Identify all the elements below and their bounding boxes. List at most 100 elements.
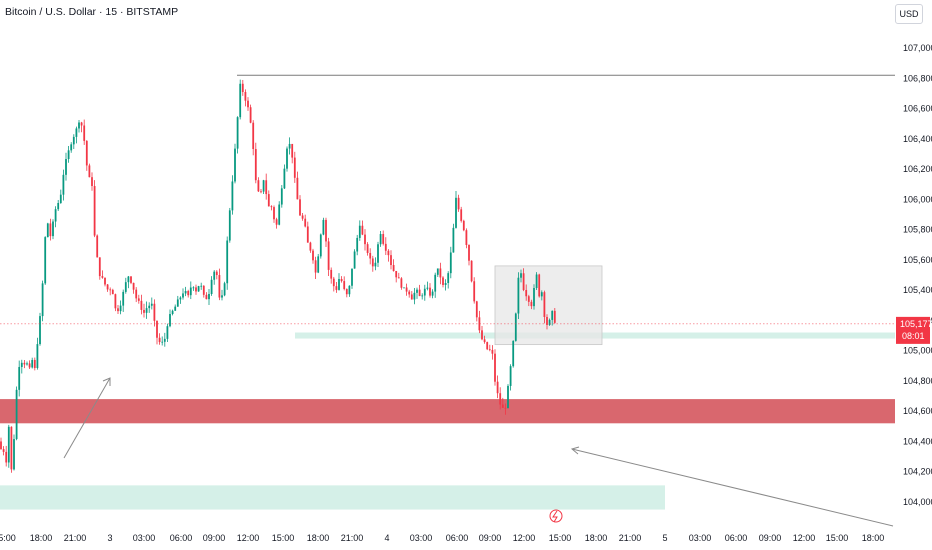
candle-body: [127, 276, 130, 283]
candle-body: [353, 251, 356, 269]
candle-body: [57, 202, 60, 210]
candle-body: [200, 285, 203, 287]
candle-body: [390, 255, 392, 266]
candle-body: [163, 338, 166, 342]
time-tick-label: 21:00: [341, 533, 364, 543]
candle-body: [343, 281, 346, 290]
candle-body: [447, 273, 450, 284]
candle-body: [421, 295, 424, 297]
candle-body: [403, 287, 405, 289]
candle-body: [241, 83, 244, 93]
candle-body: [405, 287, 408, 292]
candle-body: [132, 282, 135, 290]
candle-body: [15, 389, 18, 440]
candle-body: [444, 283, 447, 285]
candle-body: [210, 279, 213, 294]
candle-body: [418, 289, 421, 297]
candle-body: [70, 144, 73, 151]
candle-body: [145, 308, 148, 313]
candle-body: [205, 294, 208, 300]
candle-body: [49, 223, 52, 237]
candle-body: [254, 149, 257, 181]
candle-body: [104, 277, 106, 285]
price-tick-label: 105,400: [903, 285, 932, 295]
consolidation-box[interactable]: [494, 265, 603, 346]
candle-body: [548, 319, 551, 325]
candle-body: [2, 449, 5, 452]
candle-body: [379, 234, 382, 245]
candle-body: [496, 381, 499, 394]
time-tick-label: 09:00: [203, 533, 226, 543]
candle-body: [228, 210, 231, 241]
candle-body: [273, 207, 275, 220]
price-tick-label: 105,600: [903, 255, 932, 265]
candle-body: [114, 294, 117, 309]
candle-body: [20, 362, 23, 367]
candle-body: [364, 234, 366, 245]
event-marker-icon[interactable]: [549, 509, 563, 523]
time-tick-label: 06:00: [446, 533, 469, 543]
candle-body: [265, 180, 268, 195]
candle-body: [335, 286, 338, 290]
candle-body: [501, 404, 504, 408]
candle-body: [517, 277, 520, 314]
candle-body: [28, 363, 31, 368]
candle-body: [488, 349, 491, 351]
candle-body: [7, 426, 10, 463]
price-tick-label: 107,000: [903, 43, 932, 53]
time-tick-label: 4: [384, 533, 389, 543]
candle-body: [143, 309, 145, 313]
candle-body: [13, 439, 15, 470]
candle-body: [361, 225, 364, 235]
time-tick-label: 03:00: [410, 533, 433, 543]
candle-body: [41, 283, 44, 317]
time-tick-label: 15:00: [549, 533, 572, 543]
misc-layer: [549, 509, 563, 523]
candle-body: [67, 150, 70, 160]
time-tick-label: 18:00: [307, 533, 330, 543]
candle-body: [252, 122, 255, 150]
candle-body: [306, 226, 309, 243]
candle-body: [171, 310, 174, 315]
candle-body: [512, 340, 515, 367]
candle-body: [338, 278, 340, 290]
price-tick-label: 106,200: [903, 164, 932, 174]
candle-body: [5, 451, 8, 463]
candle-body: [33, 359, 36, 368]
candle-body: [83, 125, 86, 141]
demand-zone-green[interactable]: [0, 485, 665, 510]
candle-body: [494, 353, 496, 382]
candle-body: [124, 282, 127, 292]
candle-body: [543, 292, 546, 317]
candle-body: [39, 316, 41, 345]
candle-body: [436, 268, 439, 275]
candle-body: [452, 227, 455, 253]
candle-body: [530, 301, 533, 307]
candle-body: [317, 256, 320, 273]
currency-button[interactable]: USD: [895, 4, 923, 24]
time-tick-label: 06:00: [170, 533, 193, 543]
candle-body: [153, 303, 156, 321]
up-arrow-head: [102, 377, 111, 386]
candle-body: [161, 341, 164, 343]
candle-body: [54, 209, 57, 222]
candle-body: [431, 291, 434, 296]
up-arrow-line[interactable]: [63, 377, 111, 459]
time-tick-label: 18:00: [862, 533, 885, 543]
candle-body: [244, 92, 247, 101]
candle-body: [31, 359, 34, 368]
candle-body: [314, 260, 317, 273]
candle-body: [140, 300, 143, 310]
candle-body: [475, 301, 478, 318]
candle-body: [257, 180, 260, 192]
time-tick-label: 5:00: [0, 533, 16, 543]
candle-body: [525, 290, 528, 297]
candle-body: [299, 199, 301, 216]
down-arrow-line[interactable]: [571, 448, 894, 527]
resistance-zone-red[interactable]: [0, 399, 895, 424]
candle-body: [478, 317, 481, 331]
time-tick-label: 09:00: [479, 533, 502, 543]
time-tick-label: 18:00: [585, 533, 608, 543]
candle-body: [52, 221, 54, 237]
